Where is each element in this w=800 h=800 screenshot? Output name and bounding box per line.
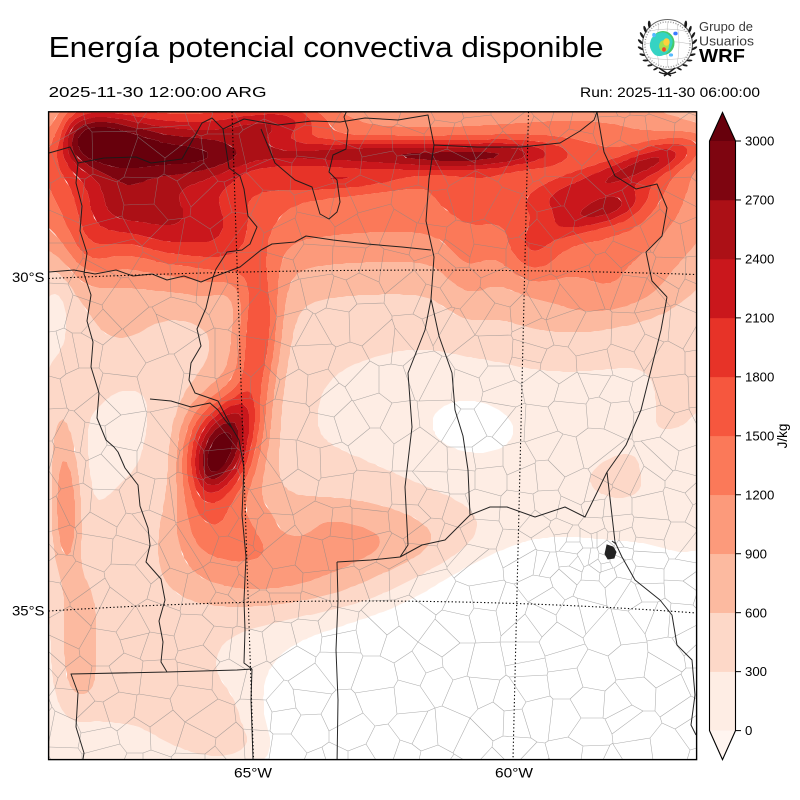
svg-text:300: 300 [745,664,767,679]
svg-text:30°S: 30°S [12,269,45,285]
svg-text:0: 0 [745,723,752,738]
svg-text:2025-11-30 12:00:00 ARG: 2025-11-30 12:00:00 ARG [49,84,267,101]
svg-text:60°W: 60°W [495,765,534,781]
svg-text:35°S: 35°S [12,603,45,619]
svg-text:600: 600 [745,605,767,620]
svg-text:J/kg: J/kg [775,424,790,449]
svg-text:900: 900 [745,546,767,561]
svg-text:2400: 2400 [745,252,774,267]
svg-text:1200: 1200 [745,487,774,502]
svg-text:2100: 2100 [745,310,774,325]
svg-text:3000: 3000 [745,134,774,149]
svg-text:WRF: WRF [699,46,745,66]
svg-text:1500: 1500 [745,428,774,443]
svg-text:1800: 1800 [745,369,774,384]
svg-text:65°W: 65°W [234,765,273,781]
svg-text:Run: 2025-11-30 06:00:00: Run: 2025-11-30 06:00:00 [580,85,760,100]
svg-text:Grupo de: Grupo de [699,19,753,34]
svg-text:Energía potencial convectiva d: Energía potencial convectiva disponible [49,32,604,64]
svg-text:Usuarios: Usuarios [699,34,755,49]
svg-text:2700: 2700 [745,193,774,208]
